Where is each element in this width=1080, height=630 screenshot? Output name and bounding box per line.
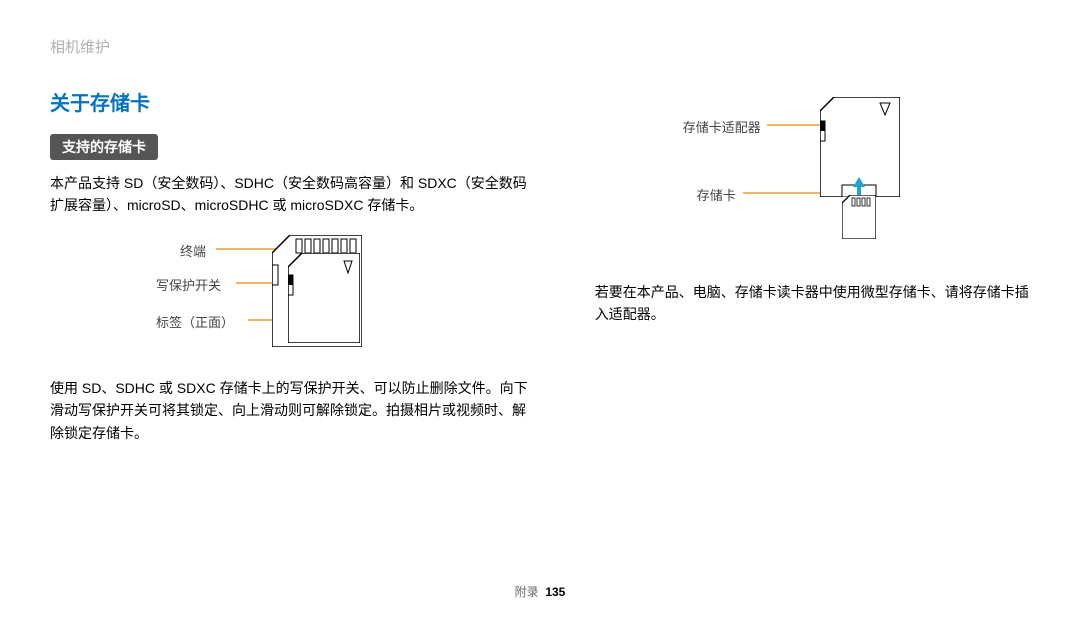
adapter-diagram: 存储卡适配器 存储卡 [595,97,1030,257]
label-card: 存储卡 [697,185,736,204]
right-column: 存储卡适配器 存储卡 若要在本产品、电脑、存储卡读卡器中使用微型存储卡、请将存储… [595,87,1030,444]
sd-card-diagram: 终端 写保护开关 标签（正面） [50,235,535,355]
sub-heading: 支持的存储卡 [50,134,158,160]
sd-card-small-icon [288,253,360,343]
micro-sd-icon [842,195,876,239]
intro-text: 本产品支持 SD（安全数码）、SDHC（安全数码高容量）和 SDXC（安全数码扩… [50,172,535,217]
label-adapter: 存储卡适配器 [683,117,761,136]
insert-arrow-icon [853,177,865,197]
label-front: 标签（正面） [156,312,234,331]
right-note: 若要在本产品、电脑、存储卡读卡器中使用微型存储卡、请将存储卡插入适配器。 [595,281,1030,326]
section-title: 关于存储卡 [50,87,535,116]
page-number: 135 [545,585,565,599]
left-column: 关于存储卡 支持的存储卡 本产品支持 SD（安全数码）、SDHC（安全数码高容量… [50,87,535,444]
content-columns: 关于存储卡 支持的存储卡 本产品支持 SD（安全数码）、SDHC（安全数码高容量… [50,87,1030,444]
footer-prefix: 附录 [515,585,539,599]
label-wp-switch: 写保护开关 [156,275,221,294]
label-terminal: 终端 [180,241,206,260]
usage-text: 使用 SD、SDHC 或 SDXC 存储卡上的写保护开关、可以防止删除文件。向下… [50,377,535,444]
breadcrumb: 相机维护 [50,36,1030,57]
page-footer: 附录 135 [0,583,1080,600]
